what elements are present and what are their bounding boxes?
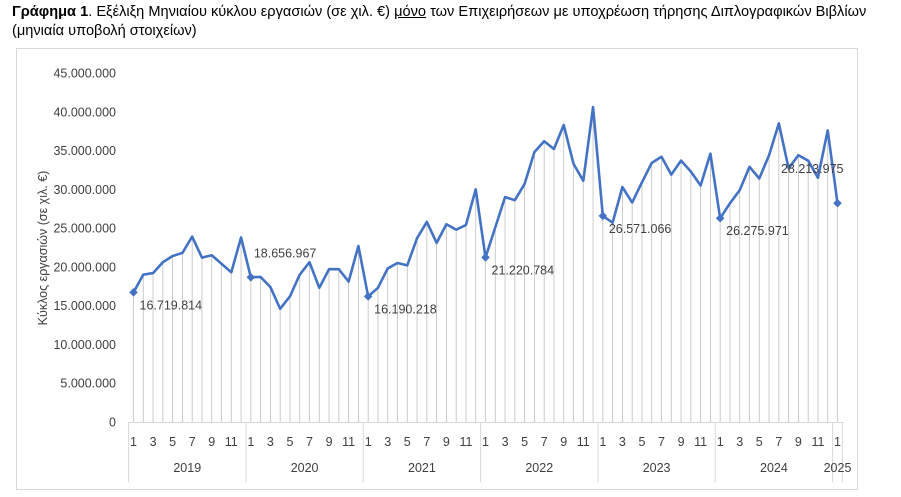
x-tick-label: 7 xyxy=(189,435,196,449)
x-tick-label: 11 xyxy=(225,435,238,449)
year-label: 2024 xyxy=(760,461,788,475)
x-tick-label: 11 xyxy=(459,435,472,449)
x-tick-label: 9 xyxy=(208,435,215,449)
y-tick-label: 30.000.000 xyxy=(53,183,116,197)
x-tick-label: 1 xyxy=(834,435,841,449)
x-tick-label: 3 xyxy=(150,435,157,449)
x-tick-label: 1 xyxy=(599,435,606,449)
x-tick-label: 11 xyxy=(694,435,707,449)
year-label: 2022 xyxy=(525,461,553,475)
data-label: 21.220.784 xyxy=(492,263,555,277)
x-tick-label: 7 xyxy=(658,435,665,449)
x-tick-label: 11 xyxy=(577,435,590,449)
caption-underlined-word: μόνο xyxy=(394,4,427,20)
x-tick-label: 7 xyxy=(423,435,430,449)
data-markers xyxy=(129,198,842,301)
x-tick-label: 11 xyxy=(811,435,824,449)
data-marker xyxy=(715,213,725,223)
y-tick-label: 10.000.000 xyxy=(53,338,116,352)
data-marker xyxy=(481,253,490,262)
data-marker xyxy=(833,198,842,208)
y-tick-label: 40.000.000 xyxy=(53,105,116,119)
caption-label: Γράφημα 1 xyxy=(12,4,89,20)
data-label: 26.571.066 xyxy=(609,222,672,236)
year-label: 2021 xyxy=(408,461,436,475)
year-label: 2019 xyxy=(173,461,201,475)
x-tick-label: 1 xyxy=(482,435,489,449)
data-label: 16.190.218 xyxy=(374,302,437,316)
drop-lines xyxy=(133,107,838,422)
x-tick-labels: 1 3 5 7 9 11 1 3 5 7 9 11 1 3 5 7 9 11 1 3 5 7 9 11 1 3 5 7 9 11 1 3 5 7 9… xyxy=(128,423,852,482)
caption-separator: . xyxy=(88,4,97,20)
caption-text-b: των Επιχειρήσεων με υποχρέωση τήρησης Δι… xyxy=(12,4,867,39)
year-label: 2025 xyxy=(824,461,852,475)
x-tick-label: 9 xyxy=(443,435,450,449)
data-label: 28.213.975 xyxy=(781,162,844,176)
y-tick-label: 0 xyxy=(109,416,116,430)
x-tick-label: 7 xyxy=(775,435,782,449)
x-tick-label: 3 xyxy=(736,435,743,449)
data-marker xyxy=(129,288,138,297)
x-tick-label: 5 xyxy=(169,435,176,449)
data-labels: 16.719.814 18.656.967 16.190.218 21.220.784… xyxy=(140,162,844,316)
x-tick-label: 5 xyxy=(521,435,528,449)
y-tick-label: 25.000.000 xyxy=(53,222,116,236)
y-tick-label: 35.000.000 xyxy=(53,144,116,158)
data-marker xyxy=(246,273,256,282)
x-tick-label: 1 xyxy=(130,435,137,449)
data-marker xyxy=(363,292,373,301)
year-label: 2020 xyxy=(291,461,319,475)
x-tick-label: 9 xyxy=(795,435,802,449)
x-tick-label: 9 xyxy=(560,435,567,449)
x-tick-label: 1 xyxy=(365,435,372,449)
x-tick-label: 9 xyxy=(678,435,685,449)
y-tick-label: 45.000.000 xyxy=(53,67,116,81)
x-tick-label: 3 xyxy=(619,435,626,449)
x-tick-label: 5 xyxy=(286,435,293,449)
x-tick-label: 9 xyxy=(326,435,333,449)
x-tick-label: 3 xyxy=(267,435,274,449)
x-tick-label: 11 xyxy=(342,435,355,449)
x-tick-label: 1 xyxy=(717,435,724,449)
caption-text-a: Εξέλιξη Μηνιαίου κύκλου εργασιών (σε χιλ… xyxy=(96,4,395,20)
y-tick-labels: 0 5.000.000 10.000.000 15.000.000 20.000.000… xyxy=(53,67,116,430)
x-tick-label: 5 xyxy=(756,435,763,449)
data-label: 16.719.814 xyxy=(140,298,203,312)
y-tick-label: 20.000.000 xyxy=(53,260,116,274)
y-tick-label: 15.000.000 xyxy=(53,299,116,313)
x-tick-label: 3 xyxy=(384,435,391,449)
x-tick-label: 1 xyxy=(247,435,254,449)
chart-area xyxy=(16,48,858,490)
data-marker xyxy=(598,211,608,221)
x-tick-label: 5 xyxy=(638,435,645,449)
data-label: 26.275.971 xyxy=(726,224,789,238)
x-tick-label: 7 xyxy=(541,435,548,449)
data-label: 18.656.967 xyxy=(254,246,317,260)
x-tick-label: 3 xyxy=(502,435,509,449)
year-label: 2023 xyxy=(643,461,671,475)
x-tick-label: 7 xyxy=(306,435,313,449)
x-tick-label: 5 xyxy=(404,435,411,449)
y-tick-label: 5.000.000 xyxy=(60,377,116,391)
chart-caption: Γράφημα 1. Εξέλιξη Μηνιαίου κύκλου εργασ… xyxy=(12,3,892,41)
y-axis-label: Κύκλος εργασιών (σε χιλ. €) xyxy=(36,171,50,326)
